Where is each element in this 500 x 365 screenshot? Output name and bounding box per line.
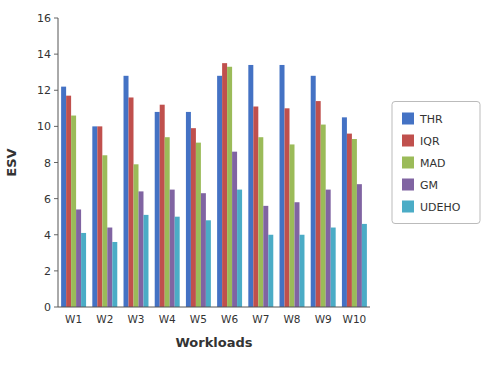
bar [155,112,160,307]
y-tick [54,18,58,19]
bar [294,202,299,307]
legend-label: UDEHO [420,201,461,214]
bar [311,76,316,307]
y-tick [54,270,58,271]
y-tick [54,90,58,91]
bar [66,96,71,307]
y-tick-label: 4 [44,229,51,242]
x-tick-label: W6 [221,313,238,325]
y-tick [54,54,58,55]
y-tick [54,162,58,163]
chart: 0 2 4 6 8 10 12 14 16 W1 W2 W3 W4 W5 W6 W7 W8 W9 W10 Worklo… [0,0,500,365]
bar [263,206,268,307]
x-tick-label: W1 [65,313,82,325]
x-tick-label: W4 [159,313,176,325]
bar [143,215,148,307]
bar [268,235,273,307]
y-axis-label: ESV [4,148,19,176]
bar [170,190,175,307]
bar [129,97,134,307]
bar [326,190,331,307]
bar [316,101,321,307]
x-axis-line [58,307,370,308]
bar [222,63,227,307]
bar [227,67,232,307]
bar [253,107,258,307]
bar [285,108,290,307]
bar [102,155,107,307]
bar [248,65,253,307]
bar [206,220,211,307]
legend-label: GM [420,179,438,192]
x-tick-label: W10 [343,313,367,325]
y-axis-line [58,18,59,307]
bar [191,128,196,307]
bar [352,139,357,307]
bar [165,137,170,307]
legend-swatch [402,157,414,169]
bar [321,125,326,307]
y-axis: 0 2 4 6 8 10 12 14 16 [37,12,58,314]
bar [201,193,206,307]
x-axis-label: Workloads [175,335,252,350]
legend-swatch [402,201,414,213]
y-tick-label: 10 [37,120,51,133]
legend-box [392,102,480,224]
y-tick-label: 0 [44,301,51,314]
bar [342,117,347,307]
bars [61,63,367,307]
legend-swatch [402,179,414,191]
bar [186,112,191,307]
legend: THR IQR MAD GM UDEHO [392,102,480,224]
y-tick-label: 2 [44,265,51,278]
bar [357,184,362,307]
x-tick-label: W2 [96,313,113,325]
bar [76,209,81,307]
x-tick-label: W8 [283,313,300,325]
bar [112,242,117,307]
y-tick [54,307,58,308]
bar [290,144,295,307]
legend-label: MAD [420,157,446,170]
y-tick-label: 8 [44,157,51,170]
x-tick-label: W3 [127,313,144,325]
bar [61,87,66,307]
bar [299,235,304,307]
bar [237,190,242,307]
bar [138,191,143,307]
bar [362,224,367,307]
legend-label: IQR [420,135,440,148]
x-tick-label: W5 [190,313,207,325]
bar [107,228,112,307]
bar [81,233,86,307]
x-axis: W1 W2 W3 W4 W5 W6 W7 W8 W9 W10 [65,313,366,325]
bar [124,76,129,307]
y-tick-label: 14 [37,48,51,61]
bar [196,143,201,307]
bar [258,137,263,307]
y-tick-label: 16 [37,12,51,25]
bar [280,65,285,307]
legend-swatch [402,113,414,125]
bar [160,105,165,307]
y-tick [54,126,58,127]
x-tick-label: W9 [315,313,332,325]
bar [97,126,102,307]
bar [92,126,97,307]
bar [232,152,237,307]
bar [134,164,139,307]
legend-swatch [402,135,414,147]
bar [175,217,180,307]
y-tick [54,234,58,235]
bar [331,228,336,307]
x-tick-label: W7 [252,313,269,325]
y-tick-label: 6 [44,193,51,206]
bar [217,76,222,307]
legend-label: THR [419,113,443,126]
bar [71,116,76,307]
bar [347,134,352,307]
y-tick-label: 12 [37,84,51,97]
y-tick [54,198,58,199]
